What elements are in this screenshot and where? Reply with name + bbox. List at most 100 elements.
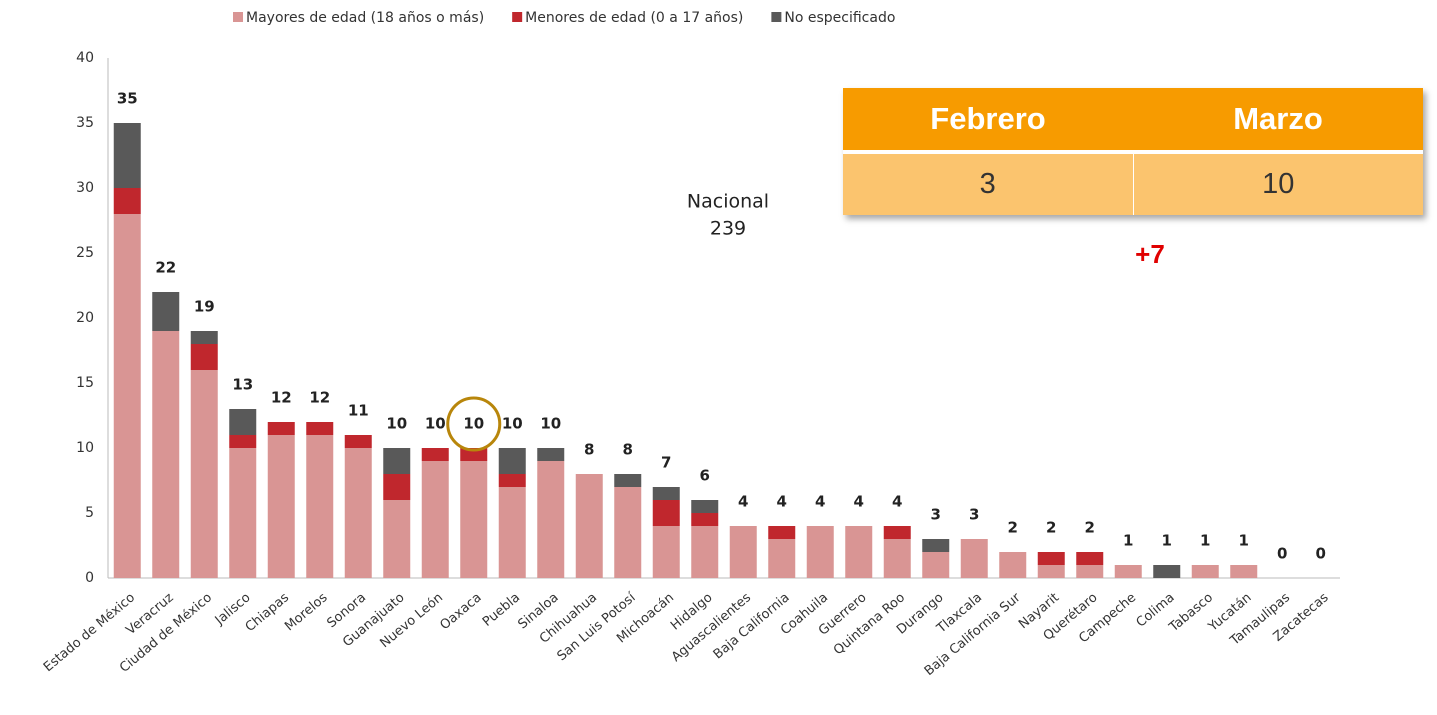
x-tick-label: Puebla xyxy=(480,590,523,630)
total-label: 4 xyxy=(854,493,864,511)
x-tick-label: Morelos xyxy=(282,590,331,634)
bar-segment xyxy=(691,526,719,578)
total-label: 12 xyxy=(271,389,292,407)
total-label: 4 xyxy=(777,493,787,511)
bar-segment xyxy=(614,487,642,578)
total-label: 2 xyxy=(1046,519,1056,537)
total-label: 35 xyxy=(117,90,138,108)
bar-segment xyxy=(1153,565,1181,578)
table-row: 3 10 xyxy=(843,154,1423,215)
bar-segment xyxy=(190,370,218,578)
bar-segment xyxy=(498,448,526,474)
total-label: 6 xyxy=(700,467,710,485)
total-label: 13 xyxy=(232,376,253,394)
bar-segment xyxy=(1191,565,1219,578)
bar-segment xyxy=(1114,565,1142,578)
bar-segment xyxy=(152,331,180,578)
bar-segment xyxy=(306,435,334,578)
bar-segment xyxy=(806,526,834,578)
bar-segment xyxy=(575,474,603,578)
bar-segment xyxy=(498,487,526,578)
total-label: 10 xyxy=(425,415,446,433)
total-label: 8 xyxy=(623,441,633,459)
bar-segment xyxy=(652,487,680,500)
total-label: 4 xyxy=(892,493,902,511)
total-label: 3 xyxy=(931,506,941,524)
x-tick-label: Oaxaca xyxy=(437,590,484,633)
bar-segment xyxy=(768,526,796,539)
bar-segment xyxy=(229,409,257,435)
bar-segment xyxy=(1076,552,1104,565)
total-label: 8 xyxy=(584,441,594,459)
bar-segment xyxy=(729,526,757,578)
bar-segment xyxy=(344,435,372,448)
bar-segment xyxy=(229,448,257,578)
value-cell: 10 xyxy=(1132,154,1424,215)
bar-segment xyxy=(421,461,449,578)
bar-segment xyxy=(344,448,372,578)
y-tick-label: 30 xyxy=(76,180,94,196)
legend-swatch xyxy=(771,12,782,22)
bar-segment xyxy=(537,448,565,461)
total-label: 7 xyxy=(661,454,671,472)
y-tick-label: 0 xyxy=(85,570,94,586)
bar-segment xyxy=(152,292,180,331)
bar-segment xyxy=(421,448,449,461)
y-tick-label: 15 xyxy=(76,375,94,391)
annotation: Nacional xyxy=(687,191,769,213)
bar-segment xyxy=(1037,552,1065,565)
bar-segment xyxy=(999,552,1027,578)
bar-segment xyxy=(113,188,141,214)
bar-segment xyxy=(768,539,796,578)
total-label: 10 xyxy=(463,415,484,433)
total-label: 1 xyxy=(1200,532,1210,550)
total-label: 11 xyxy=(348,402,369,420)
legend-label: Menores de edad (0 a 17 años) xyxy=(525,10,743,26)
total-label: 2 xyxy=(1085,519,1095,537)
total-label: 10 xyxy=(502,415,523,433)
header-cell: Febrero xyxy=(930,101,1046,136)
y-tick-label: 35 xyxy=(76,115,94,131)
bar-segment xyxy=(460,461,488,578)
total-label: 10 xyxy=(540,415,561,433)
total-label: 1 xyxy=(1123,532,1133,550)
total-label: 0 xyxy=(1316,545,1326,563)
bar-segment xyxy=(383,448,411,474)
x-tick-label: Chiapas xyxy=(243,590,293,635)
table-header: Febrero Marzo xyxy=(843,88,1423,154)
bar-segment xyxy=(652,500,680,526)
bar-segment xyxy=(883,526,911,539)
total-label: 10 xyxy=(386,415,407,433)
annotation: 239 xyxy=(710,218,746,240)
total-label: 3 xyxy=(969,506,979,524)
bar-segment xyxy=(691,513,719,526)
bar-segment xyxy=(845,526,873,578)
bar-segment xyxy=(190,331,218,344)
bar-segment xyxy=(614,474,642,487)
total-label: 1 xyxy=(1239,532,1249,550)
bar-segment xyxy=(460,448,488,461)
bar-segment xyxy=(229,435,257,448)
y-tick-label: 40 xyxy=(76,50,94,66)
legend-label: Mayores de edad (18 años o más) xyxy=(246,10,484,26)
bar-segment xyxy=(113,214,141,578)
bar-segment xyxy=(306,422,334,435)
header-cell: Marzo xyxy=(1233,101,1323,136)
total-label: 12 xyxy=(309,389,330,407)
bar-segment xyxy=(267,422,295,435)
y-tick-label: 25 xyxy=(76,245,94,261)
bar-segment xyxy=(190,344,218,370)
bar-segment xyxy=(1230,565,1258,578)
bar-segment xyxy=(1076,565,1104,578)
bar-segment xyxy=(383,474,411,500)
bar-segment xyxy=(652,526,680,578)
bar-segment xyxy=(267,435,295,578)
bar-segment xyxy=(1037,565,1065,578)
bar-segment xyxy=(537,461,565,578)
comparison-table: Febrero Marzo 3 10 xyxy=(843,88,1423,215)
bar-segment xyxy=(383,500,411,578)
total-label: 4 xyxy=(738,493,748,511)
total-label: 19 xyxy=(194,298,215,316)
